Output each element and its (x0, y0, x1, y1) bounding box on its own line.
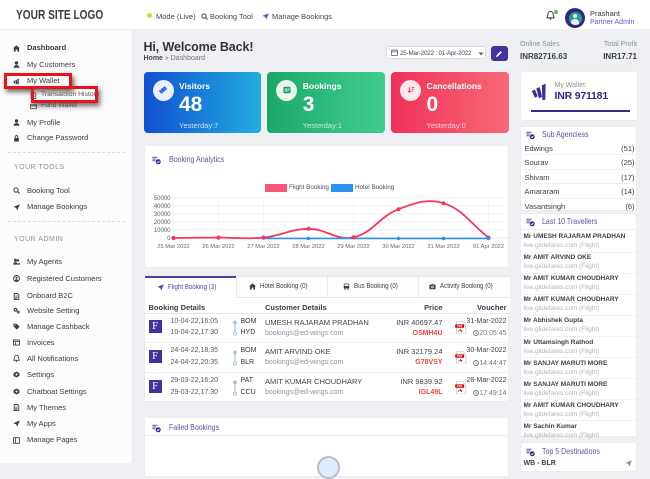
svg-text:27 Mar 2022: 27 Mar 2022 (247, 244, 280, 250)
svg-text:PDF: PDF (456, 354, 462, 358)
svg-text:30 Mar 2022: 30 Mar 2022 (382, 244, 415, 250)
svg-text:50000: 50000 (153, 196, 170, 202)
svg-text:25 Mar 2022: 25 Mar 2022 (157, 244, 190, 250)
svg-text:26 Mar 2022: 26 Mar 2022 (202, 244, 235, 250)
svg-text:10000: 10000 (153, 228, 170, 234)
svg-text:PDF: PDF (456, 324, 462, 328)
svg-text:29 Mar 2022: 29 Mar 2022 (337, 244, 370, 250)
svg-text:28 Mar 2022: 28 Mar 2022 (292, 244, 325, 250)
svg-text:40000: 40000 (153, 204, 170, 210)
svg-text:PDF: PDF (456, 384, 462, 388)
svg-text:01 Apr 2022: 01 Apr 2022 (472, 244, 503, 250)
svg-text:30000: 30000 (153, 212, 170, 218)
svg-text:0: 0 (167, 236, 171, 242)
svg-text:20000: 20000 (153, 220, 170, 226)
svg-text:31 Mar 2022: 31 Mar 2022 (427, 244, 460, 250)
